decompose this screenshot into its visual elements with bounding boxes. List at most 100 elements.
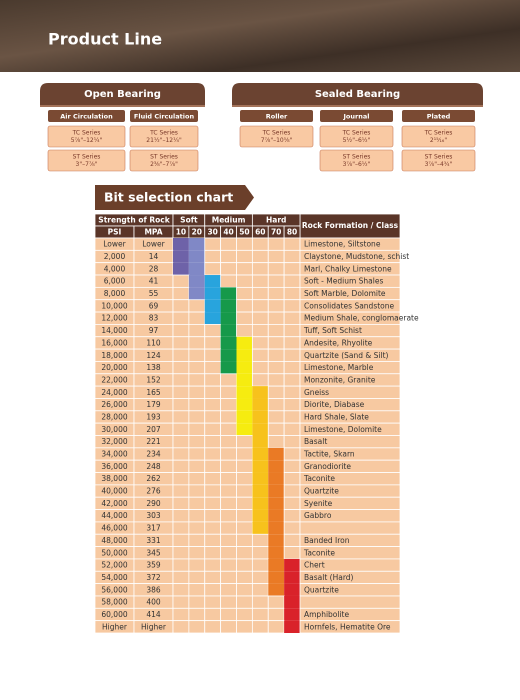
empty-cell <box>236 459 253 473</box>
range-cell <box>284 583 300 596</box>
range-cell <box>284 571 300 584</box>
empty-cell <box>188 299 206 313</box>
range-cell <box>204 275 221 288</box>
empty-cell <box>251 583 269 597</box>
rock: Consolidates Sandstone <box>304 301 395 310</box>
empty-cell <box>220 472 237 486</box>
mpa: 41 <box>149 277 159 286</box>
range-cell <box>268 534 285 547</box>
empty-cell <box>251 607 269 622</box>
empty-cell <box>188 435 206 449</box>
bearing-title: Open Bearing <box>84 89 161 100</box>
mpa: 400 <box>146 598 161 607</box>
empty-cell <box>188 484 206 498</box>
empty-cell <box>172 361 190 375</box>
range-cell <box>268 484 285 498</box>
empty-cell <box>172 620 190 634</box>
psi: 16,000 <box>101 338 127 347</box>
header-column: 20 <box>192 228 202 237</box>
rock: Medium Shale, conglomaerate <box>304 314 419 323</box>
rock: Quartzite <box>304 585 339 594</box>
mpa: 152 <box>146 375 161 384</box>
empty-cell <box>188 496 206 510</box>
empty-cell <box>188 410 206 424</box>
range-cell <box>252 472 269 485</box>
rock: Diorite, Diabase <box>304 400 365 409</box>
empty-cell <box>172 595 190 609</box>
psi: 50,000 <box>101 548 127 557</box>
empty-cell <box>236 509 253 523</box>
mpa: 193 <box>146 412 161 421</box>
mpa: 317 <box>146 524 161 533</box>
range-cell <box>268 460 285 473</box>
series-name: ST Series <box>343 154 371 161</box>
empty-cell <box>204 607 222 622</box>
empty-cell <box>204 546 222 560</box>
empty-cell <box>188 607 206 622</box>
range-cell <box>204 299 221 313</box>
empty-cell <box>204 336 222 350</box>
range-cell <box>236 398 253 411</box>
mpa: 124 <box>146 351 161 360</box>
psi: 22,000 <box>101 375 127 384</box>
psi: 60,000 <box>101 610 127 619</box>
psi: 38,000 <box>101 474 127 483</box>
range-cell <box>268 521 285 535</box>
psi: Higher <box>102 622 128 631</box>
mpa: 28 <box>149 264 159 273</box>
empty-cell <box>236 447 253 461</box>
mpa: 290 <box>146 499 161 508</box>
empty-cell <box>283 274 301 288</box>
empty-cell <box>204 583 222 597</box>
range-cell <box>284 558 300 572</box>
empty-cell <box>251 299 269 313</box>
range-cell <box>236 423 253 436</box>
psi: 46,000 <box>101 524 127 533</box>
series-box <box>239 125 314 148</box>
range-cell <box>236 336 253 350</box>
bearing-underline <box>40 105 205 107</box>
empty-cell <box>251 546 269 560</box>
empty-cell <box>251 620 269 634</box>
psi: 40,000 <box>101 487 127 496</box>
empty-cell <box>220 459 237 473</box>
series-size: 7⅞"–10⅝" <box>261 137 293 144</box>
empty-cell <box>220 533 237 547</box>
mpa: 179 <box>146 400 161 409</box>
empty-cell <box>251 558 269 572</box>
series-size: 5½"–6½" <box>343 137 371 144</box>
series-box <box>129 149 199 172</box>
empty-cell <box>220 583 237 597</box>
empty-cell <box>220 410 237 424</box>
empty-cell <box>204 509 222 523</box>
empty-cell <box>188 459 206 473</box>
empty-cell <box>283 348 301 362</box>
empty-cell <box>267 385 285 399</box>
rock: Taconite <box>303 474 335 483</box>
range-cell <box>204 287 221 300</box>
mpa: 55 <box>149 289 159 298</box>
empty-cell <box>236 583 253 597</box>
empty-cell <box>172 558 190 572</box>
range-cell <box>284 608 300 621</box>
group-box <box>48 110 125 122</box>
empty-cell <box>283 410 301 424</box>
empty-cell <box>188 570 206 585</box>
empty-cell <box>172 422 190 436</box>
rock: Tactite, Skarn <box>303 450 355 459</box>
empty-cell <box>283 521 301 535</box>
bearing-title: Sealed Bearing <box>315 89 400 100</box>
series-box <box>319 125 394 148</box>
range-cell <box>220 336 237 350</box>
empty-cell <box>283 422 301 436</box>
empty-cell <box>283 373 301 387</box>
empty-cell <box>172 447 190 461</box>
empty-cell <box>172 521 190 535</box>
empty-cell <box>220 620 237 634</box>
range-cell <box>220 324 237 337</box>
empty-cell <box>283 286 301 301</box>
empty-cell <box>188 546 206 560</box>
mpa: 386 <box>146 585 161 594</box>
empty-cell <box>251 595 269 609</box>
psi: 14,000 <box>101 326 127 335</box>
